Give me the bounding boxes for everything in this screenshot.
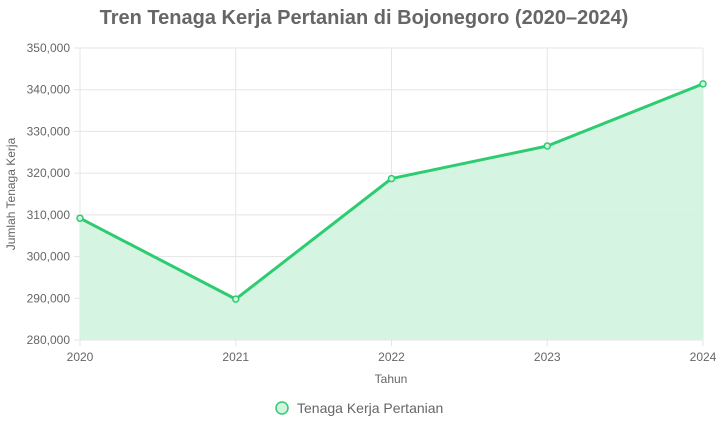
- y-tick-label: 340,000: [27, 83, 71, 97]
- legend[interactable]: Tenaga Kerja Pertanian: [275, 400, 443, 416]
- y-tick-label: 290,000: [27, 291, 71, 305]
- y-tick-label: 300,000: [27, 250, 71, 264]
- legend-marker: [275, 401, 289, 415]
- x-tick-label: 2024: [690, 350, 717, 364]
- y-axis-ticks: 280,000 290,000 300,000 310,000 320,000 330,0…: [27, 41, 71, 347]
- y-tick-label: 310,000: [27, 208, 71, 222]
- x-tick-label: 2022: [378, 350, 405, 364]
- x-tick-label: 2021: [222, 350, 249, 364]
- legend-label: Tenaga Kerja Pertanian: [297, 400, 443, 416]
- y-axis-title: Jumlah Tenaga Kerja: [4, 137, 18, 250]
- y-tick-label: 350,000: [27, 41, 71, 55]
- x-axis-title: Tahun: [375, 372, 408, 386]
- y-tick-label: 280,000: [27, 333, 71, 347]
- data-point[interactable]: [699, 80, 707, 88]
- point-layer: [76, 80, 707, 303]
- chart-title: Tren Tenaga Kerja Pertanian di Bojonegor…: [100, 7, 629, 29]
- data-point[interactable]: [387, 174, 396, 183]
- x-tick-label: 2023: [534, 350, 561, 364]
- x-tick-label: 2020: [67, 350, 94, 364]
- y-tick-label: 320,000: [27, 166, 71, 180]
- data-point[interactable]: [76, 214, 84, 222]
- data-point[interactable]: [543, 142, 551, 150]
- data-point[interactable]: [232, 295, 240, 303]
- y-tick-label: 330,000: [27, 124, 71, 138]
- x-axis-ticks: 2020 2021 2022 2023 2024: [67, 350, 717, 364]
